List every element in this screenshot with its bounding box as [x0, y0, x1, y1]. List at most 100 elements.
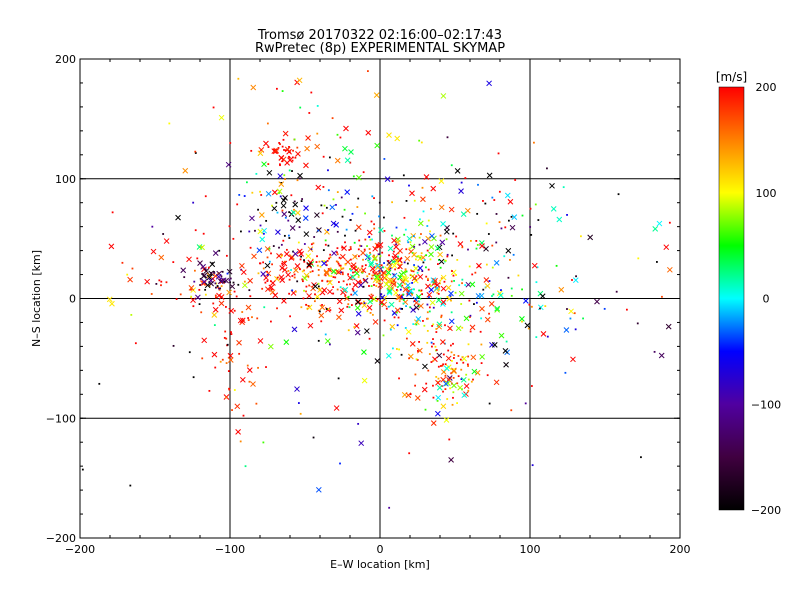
- data-point-dot: [398, 300, 401, 303]
- data-point-dot: [344, 294, 347, 297]
- data-point-dot: [349, 246, 352, 248]
- data-point-x-marker: [415, 316, 422, 322]
- data-point-x-marker: [336, 314, 342, 321]
- data-point-dot: [603, 307, 606, 310]
- data-point-dot: [514, 179, 517, 181]
- data-point-x-marker: [188, 285, 195, 291]
- data-point-dot: [324, 333, 327, 336]
- data-point-x-marker: [422, 363, 428, 370]
- data-point-x-marker: [281, 260, 288, 267]
- data-point-dot: [464, 284, 467, 287]
- data-point-dot: [389, 267, 392, 270]
- data-point-dot: [217, 286, 219, 289]
- data-point-dot: [330, 275, 333, 278]
- data-point-x-marker: [180, 267, 187, 274]
- data-point-dot: [420, 233, 422, 235]
- data-point-dot: [399, 264, 402, 266]
- data-point-dot: [364, 238, 367, 241]
- data-point-dot: [379, 255, 382, 257]
- data-point-dot: [440, 277, 443, 280]
- data-point-dot: [298, 226, 301, 229]
- data-point-x-marker: [218, 300, 225, 307]
- data-point-x-marker: [375, 264, 381, 271]
- data-point-dot: [371, 274, 374, 277]
- data-point-x-marker: [469, 324, 476, 331]
- data-point-dot: [238, 352, 241, 355]
- data-point-dot: [357, 276, 360, 278]
- data-point-dot: [446, 136, 449, 139]
- data-point-dot: [338, 256, 341, 259]
- data-point-dot: [539, 307, 541, 310]
- data-point-dot: [382, 266, 385, 269]
- data-point-x-marker: [394, 135, 401, 142]
- data-point-dot: [346, 305, 349, 308]
- data-point-dot: [244, 465, 247, 468]
- data-point-dot: [373, 223, 375, 226]
- data-point-dot: [571, 279, 573, 281]
- colorbar-label: [m/s]: [716, 70, 747, 84]
- data-point-x-marker: [469, 281, 476, 288]
- data-point-dot: [425, 266, 427, 269]
- data-point-dot: [432, 281, 435, 284]
- data-point-dot: [151, 225, 154, 228]
- data-point-x-marker: [268, 284, 275, 291]
- data-point-x-marker: [406, 291, 412, 297]
- data-point-dot: [317, 339, 320, 342]
- data-point-dot: [426, 225, 429, 227]
- data-point-x-marker: [343, 125, 349, 132]
- data-point-dot: [491, 295, 493, 297]
- data-point-dot: [405, 200, 408, 202]
- colorbar-tick-label: −100: [751, 398, 781, 411]
- colorbar-tick-label: 100: [756, 187, 777, 200]
- data-point-x-marker: [519, 316, 525, 322]
- data-point-dot: [134, 342, 137, 345]
- data-point-x-marker: [273, 147, 279, 154]
- data-point-dot: [533, 141, 535, 144]
- data-point-x-marker: [440, 274, 447, 281]
- data-point-x-marker: [438, 204, 445, 211]
- data-point-dot: [247, 317, 250, 319]
- data-point-dot: [378, 201, 381, 204]
- data-point-dot: [409, 241, 412, 244]
- data-point-dot: [452, 232, 455, 235]
- data-point-dot: [404, 269, 407, 272]
- data-point-dot: [366, 275, 369, 278]
- data-point-dot: [370, 293, 373, 296]
- data-point-dot: [276, 211, 279, 214]
- data-point-dot: [332, 292, 335, 295]
- data-point-dot: [202, 232, 205, 235]
- data-point-dot: [296, 179, 299, 182]
- data-point-x-marker: [524, 322, 531, 329]
- data-point-dot: [510, 409, 513, 412]
- data-point-x-marker: [418, 303, 424, 309]
- data-point-x-marker: [658, 352, 665, 359]
- data-point-dot: [279, 195, 282, 198]
- data-point-x-marker: [318, 312, 325, 319]
- data-point-dot: [276, 276, 279, 279]
- data-point-x-marker: [393, 244, 399, 250]
- data-point-dot: [419, 218, 421, 221]
- data-point-x-marker: [413, 304, 420, 311]
- data-point-dot: [397, 252, 400, 255]
- data-point-dot: [259, 190, 261, 193]
- data-point-dot: [212, 106, 215, 109]
- data-point-dot: [288, 146, 290, 148]
- data-point-dot: [215, 296, 217, 299]
- data-point-x-marker: [428, 244, 435, 250]
- data-point-x-marker: [324, 338, 331, 344]
- data-point-x-marker: [201, 280, 207, 286]
- data-point-dot: [467, 365, 469, 367]
- data-point-dot: [452, 376, 455, 379]
- data-point-dot: [219, 360, 222, 363]
- data-point-dot: [546, 335, 549, 338]
- data-point-dot: [362, 171, 365, 174]
- data-point-dot: [442, 390, 444, 393]
- data-point-x-marker: [378, 276, 384, 282]
- data-point-dot: [299, 258, 302, 261]
- data-point-dot: [451, 403, 454, 406]
- data-point-x-marker: [319, 304, 326, 311]
- data-point-dot: [404, 271, 407, 274]
- data-point-dot: [507, 276, 510, 279]
- data-point-dot: [637, 257, 640, 260]
- data-point-dot: [457, 355, 460, 357]
